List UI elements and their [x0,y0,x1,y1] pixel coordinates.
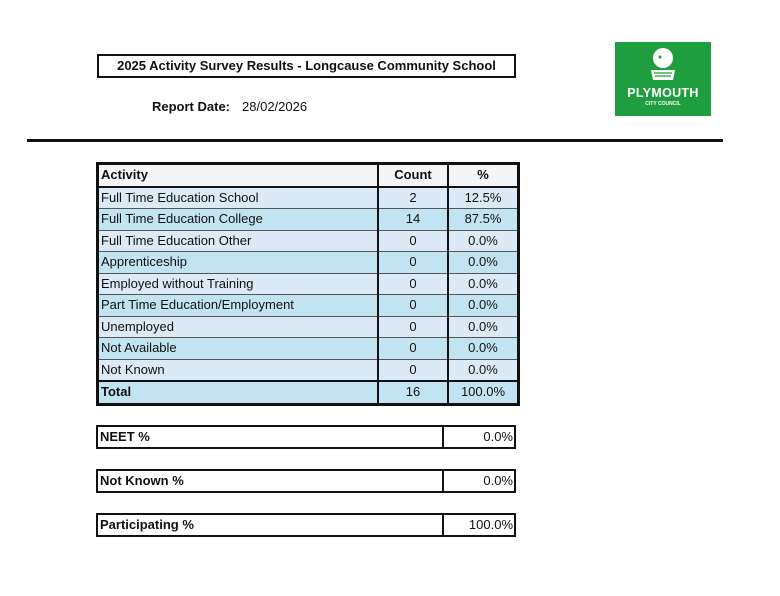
count-cell: 14 [377,208,449,231]
percent-cell: 0.0% [447,229,519,252]
table-row: Full Time Education School 2 12.5% [97,186,519,209]
report-date-label: Report Date: [152,99,231,114]
summary-box: Participating % 100.0% [96,513,516,537]
count-cell: 0 [377,315,449,338]
table-row: Full Time Education College 14 87.5% [97,208,519,231]
percent-cell: 100.0% [447,380,519,405]
count-cell: 0 [377,337,449,360]
table-row: Unemployed 0 0.0% [97,315,519,338]
table-row: Full Time Education Other 0 0.0% [97,229,519,252]
activity-cell: Employed without Training [97,272,379,295]
activity-cell: Unemployed [97,315,379,338]
count-cell: 0 [377,294,449,317]
plymouth-city-council-logo: PLYMOUTH CITY COUNCIL [615,42,711,116]
summary-value: 0.0% [483,473,513,488]
count-cell: 0 [377,229,449,252]
summary-label: NEET % [98,427,444,447]
activity-cell: Full Time Education Other [97,229,379,252]
lion-crest-icon [651,48,675,80]
count-cell: Count [377,163,449,188]
table-row: Not Available 0 0.0% [97,337,519,360]
count-cell: 2 [377,186,449,209]
activity-cell: Not Known [97,358,379,382]
table-header: Activity Count% [97,163,519,188]
report-date-value: 28/02/2026 [242,99,308,114]
percent-cell: 0.0% [447,315,519,338]
activity-cell: Full Time Education School [97,186,379,209]
divider [27,139,723,142]
activity-cell: Apprenticeship [97,251,379,274]
percent-cell: 0.0% [447,337,519,360]
summary-box: NEET % 0.0% [96,425,516,449]
count-cell: 0 [377,272,449,295]
table-row: Apprenticeship 0 0.0% [97,251,519,274]
activity-cell: Activity [97,163,379,188]
percent-cell: 0.0% [447,358,519,382]
count-cell: 16 [377,380,449,405]
summary-box: Not Known % 0.0% [96,469,516,493]
table-total-row: Total 16 100.0% [97,380,519,405]
percent-cell: 0.0% [447,272,519,295]
percent-cell: 12.5% [447,186,519,209]
percent-cell: 87.5% [447,208,519,231]
table-row: Part Time Education/Employment 0 0.0% [97,294,519,317]
activity-cell: Total [97,380,379,405]
summary-value: 100.0% [468,517,513,532]
summary-label: Not Known % [98,471,444,491]
summary-label: Participating % [98,515,444,535]
activity-cell: Not Available [97,337,379,360]
percent-cell: 0.0% [447,294,519,317]
activity-cell: Part Time Education/Employment [97,294,379,317]
summary-value: 0.0% [483,429,513,444]
report-date: Report Date: 28/02/2026 [152,99,307,114]
count-cell: 0 [377,251,449,274]
report-title: 2025 Activity Survey Results - Longcause… [97,54,516,78]
table-row: Not Known 0 0.0% [97,358,519,382]
activity-cell: Full Time Education College [97,208,379,231]
activity-table: Activity Count% Full Time Education School… [96,162,520,406]
percent-cell: 0.0% [447,251,519,274]
count-cell: 0 [377,358,449,382]
table-row: Employed without Training 0 0.0% [97,272,519,295]
percent-cell: % [447,163,519,188]
